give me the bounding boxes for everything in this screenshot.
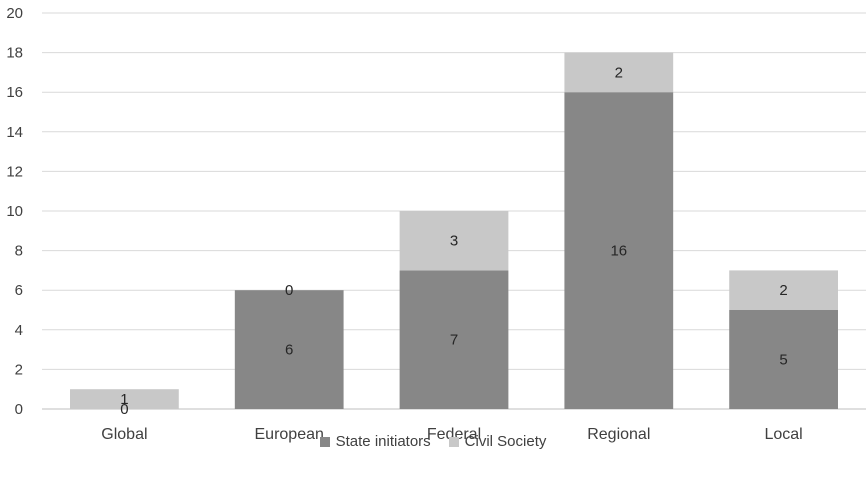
data-label: 1 — [120, 391, 128, 408]
x-category-label: Federal — [427, 426, 481, 443]
data-label: 2 — [779, 282, 787, 299]
y-tick-label: 6 — [15, 282, 23, 299]
data-label: 6 — [285, 342, 293, 359]
legend-label-civil-society: Civil Society — [464, 433, 547, 450]
legend: State initiators Civil Society — [0, 433, 866, 450]
bar-segment — [234, 290, 344, 409]
data-label: 0 — [285, 282, 293, 299]
y-tick-label: 18 — [6, 45, 23, 62]
bar-segment — [564, 92, 674, 409]
y-tick-label: 8 — [15, 243, 23, 260]
y-tick-label: 10 — [6, 203, 23, 220]
x-category-label: Regional — [587, 426, 650, 443]
bar-segment — [729, 310, 838, 409]
y-tick-label: 14 — [6, 124, 23, 141]
bar-segment — [399, 211, 509, 271]
x-category-label: Global — [101, 426, 147, 443]
y-tick-label: 16 — [6, 84, 23, 101]
y-tick-label: 0 — [15, 401, 23, 418]
bars — [70, 52, 838, 409]
data-label: 0 — [120, 401, 128, 418]
legend-swatch-civil-society — [448, 436, 459, 447]
data-label: 16 — [610, 243, 627, 260]
x-category-label: Local — [764, 426, 802, 443]
data-label: 3 — [450, 233, 458, 250]
x-axis-category-labels: Global European Federal Regional Local — [101, 426, 802, 443]
y-tick-label: 12 — [6, 163, 23, 180]
x-category-label: European — [255, 426, 324, 443]
bar-segment — [70, 389, 179, 409]
bar-segment — [729, 270, 838, 310]
data-label: 7 — [450, 332, 458, 349]
y-tick-label: 4 — [15, 322, 23, 339]
data-label: 2 — [615, 64, 623, 81]
y-tick-label: 20 — [6, 5, 23, 22]
legend-item-civil-society: Civil Society — [448, 433, 547, 450]
bar-segment — [399, 270, 509, 409]
data-label: 5 — [779, 352, 787, 369]
legend-item-state-initiators: State initiators — [319, 433, 431, 450]
legend-swatch-state-initiators — [319, 436, 330, 447]
y-tick-label: 2 — [15, 361, 23, 378]
bar-segment — [564, 52, 674, 93]
y-axis-tick-labels: 0 2 4 6 8 10 12 14 16 18 20 — [6, 5, 23, 418]
legend-label-state-initiators: State initiators — [335, 433, 431, 450]
